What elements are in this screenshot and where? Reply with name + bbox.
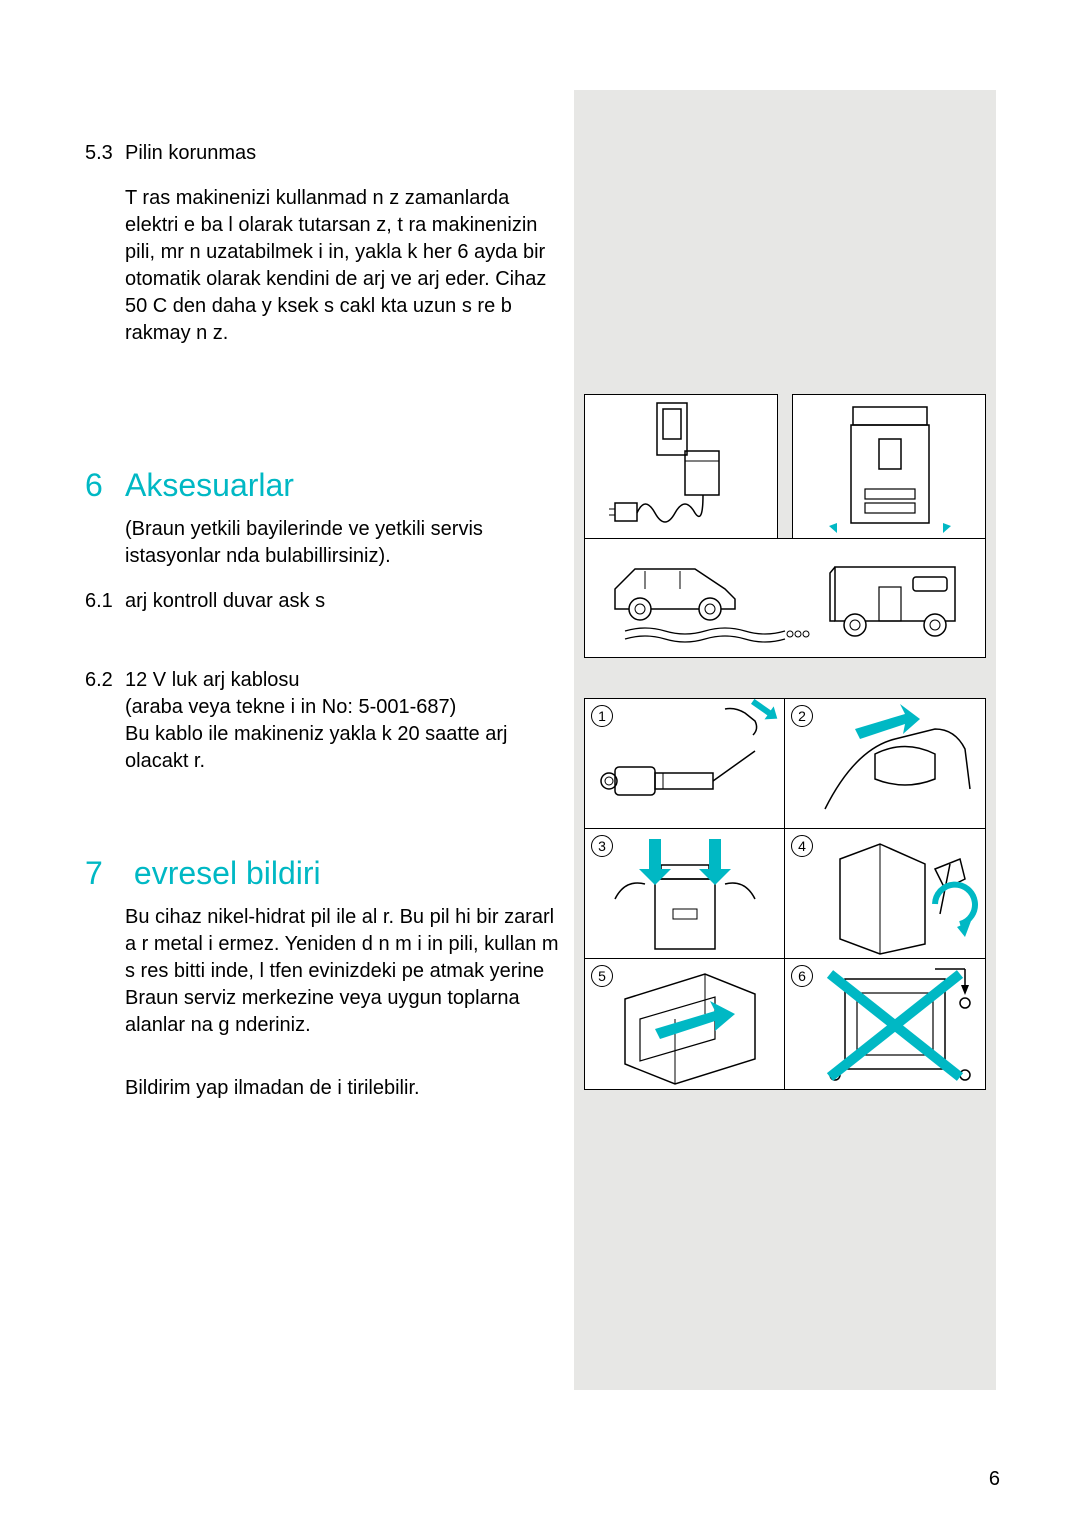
figure-disposal-grid: 1 2 — [584, 698, 986, 1090]
section-number: 5.3 — [85, 140, 125, 167]
section-intro: (Braun yetkili bayilerinde ve yetkili se… — [85, 516, 560, 570]
section-body: T ras makinenizi kullanmad n z zamanlard… — [85, 185, 560, 347]
item-number: 6.2 — [85, 667, 125, 775]
section-body: Bu cihaz nikel-hidrat pil ile al r. Bu p… — [85, 904, 560, 1039]
figure-shaver — [792, 394, 986, 546]
list-item: 6.1 arj kontroll duvar ask s — [85, 588, 560, 615]
grid-cell-5: 5 — [585, 959, 785, 1089]
figure-wall-holder — [584, 394, 778, 546]
heading-title: Aksesuarlar — [125, 467, 294, 503]
cell-number: 3 — [591, 835, 613, 857]
page-number: 6 — [989, 1468, 1000, 1491]
item-text: 12 V luk arj kablosu (araba veya tekne i… — [125, 667, 560, 775]
cell-number: 4 — [791, 835, 813, 857]
grid-cell-4: 4 — [785, 829, 985, 959]
heading-number: 7 — [85, 855, 125, 892]
cell-number: 2 — [791, 705, 813, 727]
cell-number: 1 — [591, 705, 613, 727]
list-item: 6.2 12 V luk arj kablosu (araba veya tek… — [85, 667, 560, 775]
heading-aksesuarlar: 6Aksesuarlar — [85, 467, 560, 504]
section-title: Pilin korunmas — [125, 140, 560, 167]
figure-car-boat-camper — [584, 538, 986, 658]
illustration-panel: 1 2 — [574, 90, 996, 1390]
item-number: 6.1 — [85, 588, 125, 615]
grid-cell-3: 3 — [585, 829, 785, 959]
grid-cell-1: 1 — [585, 699, 785, 829]
grid-cell-6: 6 — [785, 959, 985, 1089]
item-text: arj kontroll duvar ask s — [125, 588, 560, 615]
section-note: Bildirim yap ilmadan de i tirilebilir. — [85, 1075, 560, 1102]
heading-number: 6 — [85, 467, 125, 504]
heading-title: evresel bildiri — [125, 855, 321, 891]
cell-number: 5 — [591, 965, 613, 987]
grid-cell-2: 2 — [785, 699, 985, 829]
section-5-3: 5.3 Pilin korunmas T ras makinenizi kull… — [85, 140, 560, 347]
heading-evresel: 7 evresel bildiri — [85, 855, 560, 892]
cell-number: 6 — [791, 965, 813, 987]
